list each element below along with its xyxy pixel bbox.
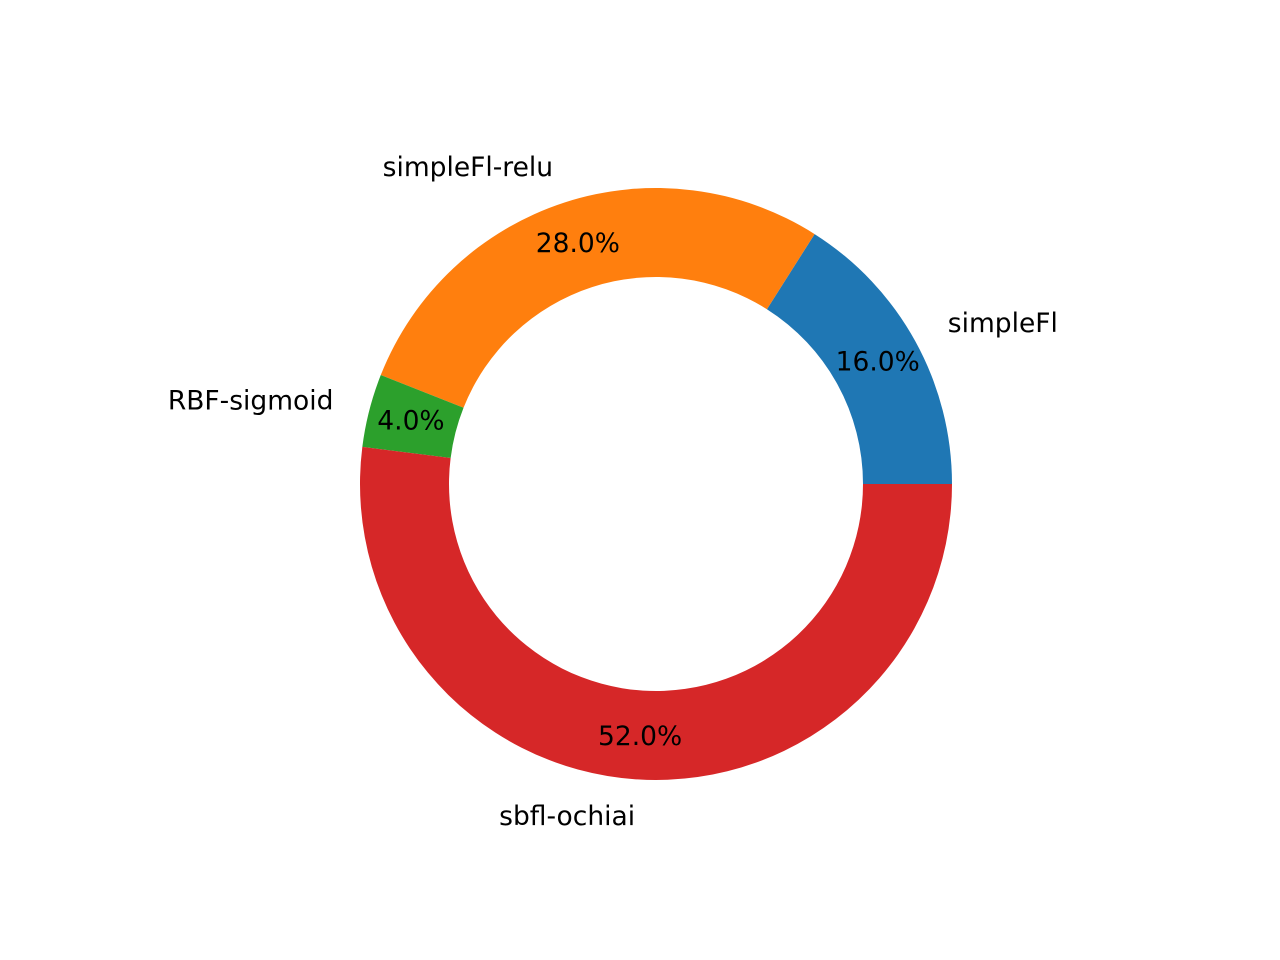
slice-label-1: simpleFl-relu [383,152,553,183]
slice-rbf-sigmoid [362,375,464,459]
slices-layer [360,187,953,780]
slice-label-3: sbfl-ochiai [499,801,635,832]
pct-label-0: 16.0% [836,347,920,378]
pct-label-3: 52.0% [598,721,682,752]
labels-layer: 16.0% simpleFl 28.0% simpleFl-relu 4.0% RBF-s… [168,152,1058,832]
pct-label-2: 4.0% [377,406,444,437]
slice-simplefl [766,234,952,484]
pct-label-1: 28.0% [536,228,620,259]
slice-label-2: RBF-sigmoid [168,386,334,417]
slice-sbfl-ochiai [360,446,953,780]
slice-simplefl-relu [380,187,815,408]
slice-label-0: simpleFl [948,308,1058,339]
